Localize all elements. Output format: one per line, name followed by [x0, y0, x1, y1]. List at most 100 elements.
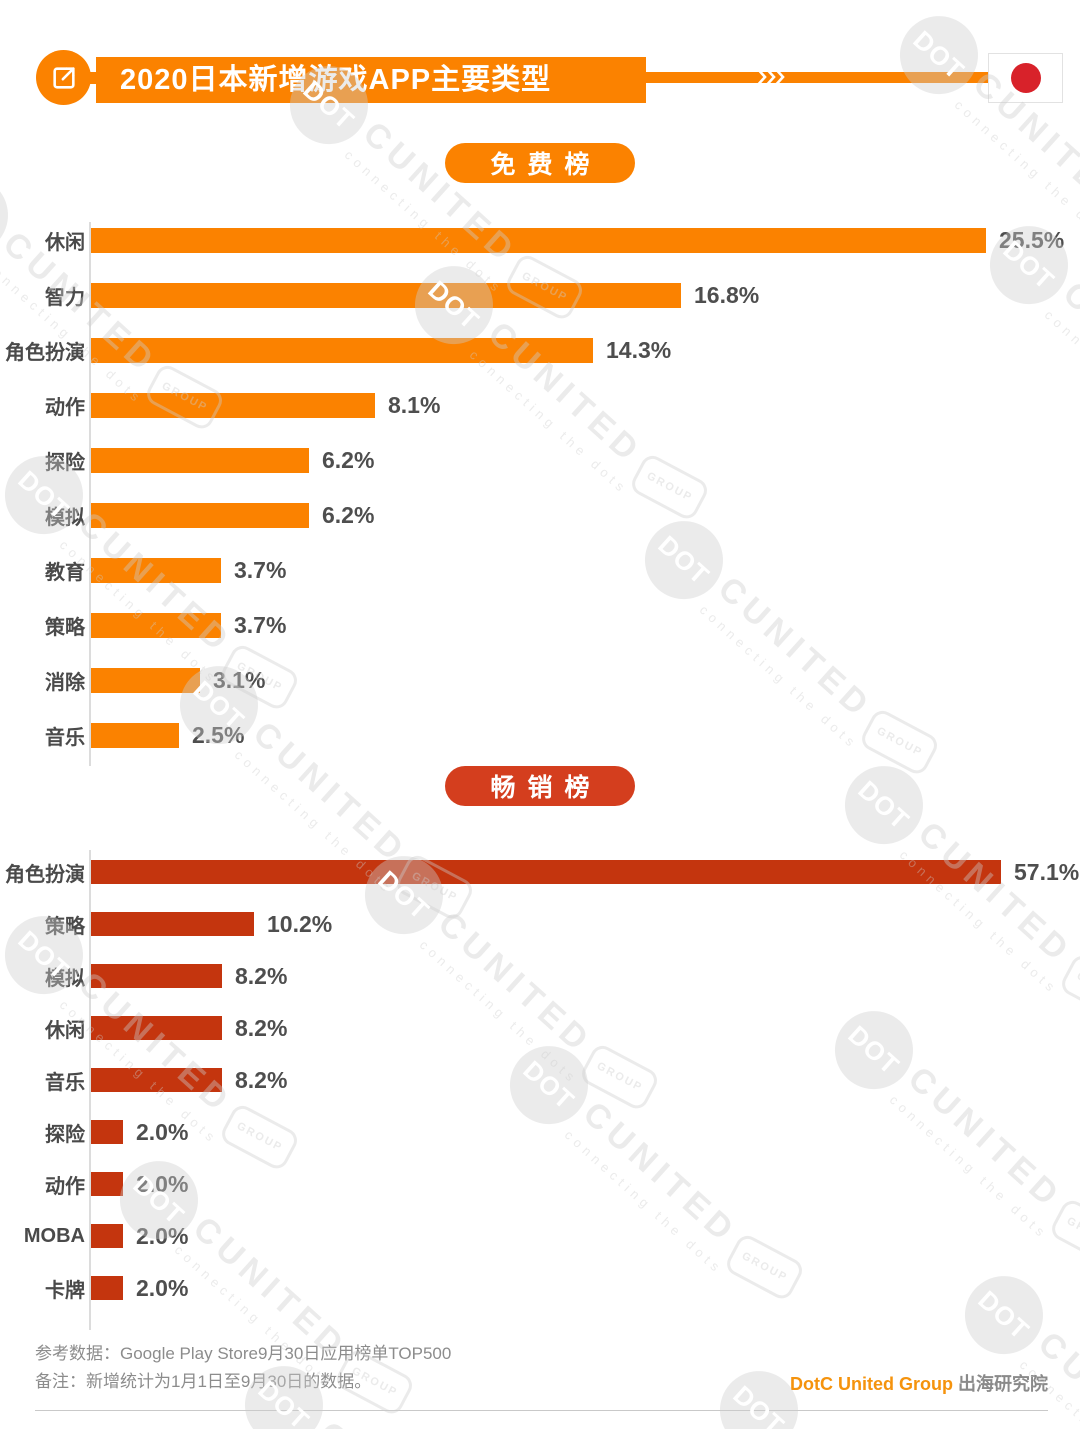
bar-area: 10.2%	[91, 911, 1080, 938]
grossing-chart-badge: 畅销榜	[445, 766, 635, 806]
bar	[91, 1120, 123, 1144]
category-label: 探险	[45, 452, 85, 474]
value-label: 25.5%	[999, 227, 1065, 253]
category-label: 音乐	[45, 727, 85, 749]
value-label: 2.0%	[136, 1274, 189, 1301]
grossing-chart-axis	[89, 850, 91, 1330]
value-label: 2.5%	[192, 722, 245, 748]
bar-row: 动作 2.0%	[0, 1158, 1080, 1210]
dotc-logo-circle: DOT	[828, 750, 940, 861]
bar-row: 休闲 25.5%	[0, 213, 1080, 268]
bar-area: 3.7%	[91, 612, 1080, 639]
value-label: 8.1%	[388, 392, 441, 418]
bar	[91, 860, 1001, 884]
value-label: 14.3%	[606, 337, 672, 363]
category-label: 智力	[45, 287, 85, 309]
bar	[91, 338, 593, 363]
chevrons-icon	[752, 63, 798, 96]
bar	[91, 613, 221, 638]
bar-row: 教育 3.7%	[0, 543, 1080, 598]
category-label: 策略	[45, 915, 85, 938]
bar-row: 策略 3.7%	[0, 598, 1080, 653]
bar-area: 25.5%	[91, 227, 1080, 254]
bar-row: 模拟 6.2%	[0, 488, 1080, 543]
bar	[91, 503, 309, 528]
value-label: 57.1%	[1014, 858, 1080, 885]
brand-name: DotC United Group	[790, 1374, 953, 1394]
category-label: 动作	[45, 1175, 85, 1198]
bar-area: 14.3%	[91, 337, 1080, 364]
value-label: 6.2%	[322, 502, 375, 528]
bar-row: 音乐 8.2%	[0, 1054, 1080, 1106]
bar-row: 智力 16.8%	[0, 268, 1080, 323]
value-label: 3.7%	[234, 557, 287, 583]
free-chart: 休闲 25.5% 智力 16.8% 角色扮演 14.3% 动作 8.1% 探险 6.2% 模拟 6.2…	[0, 213, 1080, 766]
bar-area: 3.1%	[91, 667, 1080, 694]
bar	[91, 668, 200, 693]
bar-area: 2.0%	[91, 1223, 1080, 1250]
value-label: 16.8%	[694, 282, 760, 308]
bar-row: 模拟 8.2%	[0, 950, 1080, 1002]
bar	[91, 393, 375, 418]
bar-area: 8.1%	[91, 392, 1080, 419]
free-chart-badge: 免费榜	[445, 143, 635, 183]
free-chart-axis	[89, 222, 91, 766]
bar-area: 8.2%	[91, 963, 1080, 990]
bar-row: 动作 8.1%	[0, 378, 1080, 433]
bar	[91, 723, 179, 748]
bar	[91, 1224, 123, 1248]
bar-area: 2.0%	[91, 1171, 1080, 1198]
header-line	[646, 72, 988, 83]
bar-row: 角色扮演 14.3%	[0, 323, 1080, 378]
bar-row: 卡牌 2.0%	[0, 1262, 1080, 1314]
bar-area: 2.5%	[91, 722, 1080, 749]
value-label: 8.2%	[235, 962, 288, 989]
brand-institute: 出海研究院	[958, 1374, 1048, 1394]
bar	[91, 448, 309, 473]
external-link-icon	[36, 50, 91, 105]
bar	[91, 964, 222, 988]
bar-area: 2.0%	[91, 1119, 1080, 1146]
bar-row: 消除 3.1%	[0, 653, 1080, 708]
value-label: 8.2%	[235, 1066, 288, 1093]
category-label: 卡牌	[45, 1279, 85, 1302]
bar	[91, 228, 986, 253]
category-label: 模拟	[45, 967, 85, 990]
bar-row: 探险 6.2%	[0, 433, 1080, 488]
value-label: 10.2%	[267, 910, 333, 937]
footer-note-source: 参考数据：Google Play Store9月30日应用榜单TOP500	[35, 1344, 452, 1363]
footer: 参考数据：Google Play Store9月30日应用榜单TOP500 备注…	[35, 1340, 1048, 1411]
category-label: 动作	[45, 397, 85, 419]
category-label: 教育	[45, 562, 85, 584]
bar	[91, 558, 221, 583]
value-label: 2.0%	[136, 1170, 189, 1197]
value-label: 3.7%	[234, 612, 287, 638]
bar	[91, 912, 254, 936]
category-label: 消除	[45, 672, 85, 694]
bar-row: 策略 10.2%	[0, 898, 1080, 950]
bar	[91, 283, 681, 308]
grossing-chart: 角色扮演 57.1% 策略 10.2% 模拟 8.2% 休闲 8.2% 音乐 8.2% 探险 2.0%…	[0, 846, 1080, 1330]
value-label: 8.2%	[235, 1014, 288, 1041]
value-label: 2.0%	[136, 1222, 189, 1249]
bar-row: 音乐 2.5%	[0, 708, 1080, 763]
bar-area: 8.2%	[91, 1015, 1080, 1042]
page-title: 2020日本新增游戏APP主要类型	[96, 57, 646, 103]
bar	[91, 1276, 123, 1300]
bar-area: 3.7%	[91, 557, 1080, 584]
bar-area: 6.2%	[91, 447, 1080, 474]
value-label: 3.1%	[213, 667, 266, 693]
bar	[91, 1068, 222, 1092]
bar-row: 角色扮演 57.1%	[0, 846, 1080, 898]
footer-brand: DotC United Group 出海研究院	[790, 1370, 1048, 1396]
category-label: 休闲	[45, 232, 85, 254]
category-label: 角色扮演	[5, 863, 85, 886]
header: 2020日本新增游戏APP主要类型	[0, 0, 1080, 112]
bar	[91, 1172, 123, 1196]
bar-row: MOBA 2.0%	[0, 1210, 1080, 1262]
japan-flag-icon	[988, 53, 1063, 103]
bar	[91, 1016, 222, 1040]
value-label: 6.2%	[322, 447, 375, 473]
